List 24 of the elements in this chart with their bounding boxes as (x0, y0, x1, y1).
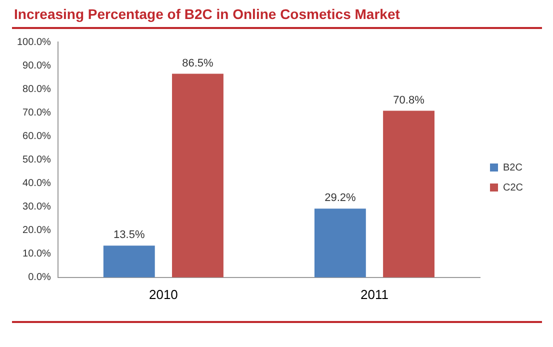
x-tick-label: 2010 (148, 286, 178, 302)
x-tick-label: 2011 (360, 286, 388, 302)
y-tick-label: 0.0% (28, 272, 52, 284)
y-tick-label: 90.0% (22, 60, 52, 72)
y-tick-label: 30.0% (22, 202, 52, 213)
data-label: 86.5% (182, 57, 214, 70)
y-tick-label: 60.0% (22, 130, 52, 142)
bar (172, 74, 224, 278)
bar (103, 246, 155, 278)
data-label: 70.8% (393, 94, 425, 106)
chart-title: Increasing Percentage of B2C in Online Cosmetics Market (14, 6, 400, 22)
data-label: 13.5% (114, 229, 145, 242)
legend-label: C2C (502, 182, 524, 194)
data-label: 29.2% (324, 192, 356, 204)
y-tick-label: 50.0% (22, 154, 52, 166)
y-tick-label: 20.0% (22, 225, 52, 236)
y-tick-label: 100.0% (16, 36, 52, 48)
y-tick-label: 10.0% (22, 248, 52, 260)
y-tick-label: 40.0% (22, 178, 52, 189)
y-tick-label: 70.0% (22, 107, 52, 118)
bar (383, 110, 434, 278)
bar (314, 208, 366, 278)
y-tick-label: 80.0% (22, 84, 52, 95)
legend-label: B2C (502, 162, 522, 174)
